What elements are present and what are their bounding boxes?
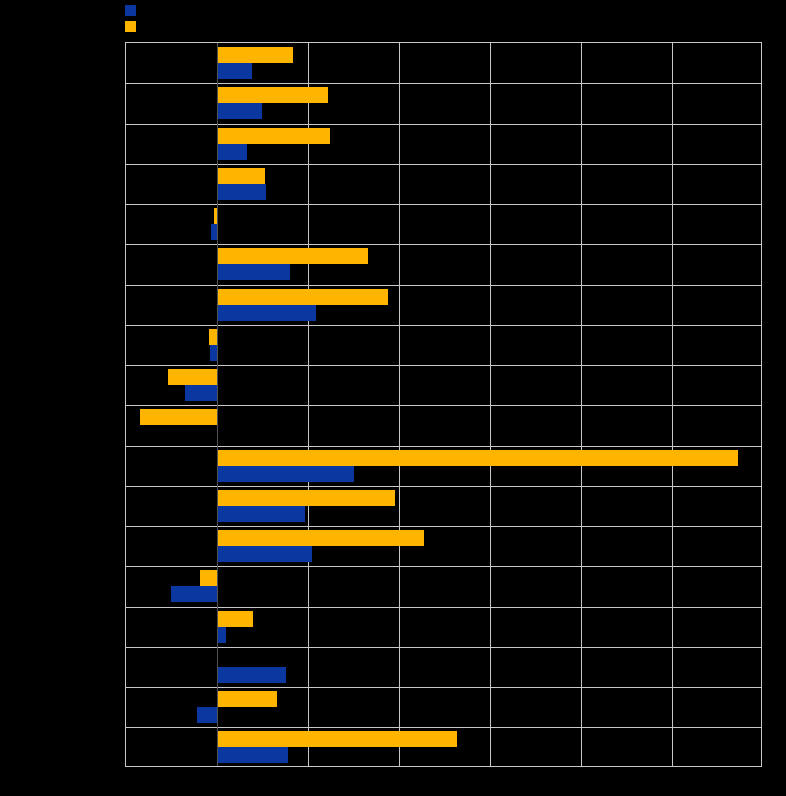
series-orange-bar bbox=[214, 208, 217, 224]
legend-swatch-blue bbox=[125, 5, 136, 16]
series-blue-bar bbox=[217, 546, 312, 562]
row-separator-line bbox=[126, 486, 761, 487]
vertical-gridline bbox=[490, 43, 491, 766]
row-separator-line bbox=[126, 526, 761, 527]
series-blue-bar bbox=[209, 345, 217, 361]
row-separator-line bbox=[126, 687, 761, 688]
row-separator-line bbox=[126, 244, 761, 245]
row-separator-line bbox=[126, 164, 761, 165]
series-orange-bar bbox=[208, 329, 217, 345]
series-blue-bar bbox=[217, 264, 290, 280]
series-blue-bar bbox=[217, 184, 267, 200]
series-orange-bar bbox=[217, 691, 278, 707]
series-orange-bar bbox=[217, 128, 330, 144]
plot-area bbox=[125, 42, 762, 767]
row-separator-line bbox=[126, 607, 761, 608]
series-orange-bar bbox=[139, 409, 217, 425]
series-orange-bar bbox=[199, 570, 217, 586]
row-separator-line bbox=[126, 325, 761, 326]
series-orange-bar bbox=[167, 369, 217, 385]
series-blue-bar bbox=[217, 305, 317, 321]
vertical-gridline bbox=[581, 43, 582, 766]
series-orange-bar bbox=[217, 731, 458, 747]
series-blue-bar bbox=[217, 63, 252, 79]
row-separator-line bbox=[126, 285, 761, 286]
series-orange-bar bbox=[217, 87, 329, 103]
series-blue-bar bbox=[217, 667, 287, 683]
series-orange-bar bbox=[217, 611, 254, 627]
row-separator-line bbox=[126, 124, 761, 125]
legend-swatch-orange bbox=[125, 21, 136, 32]
row-separator-line bbox=[126, 405, 761, 406]
row-separator-line bbox=[126, 647, 761, 648]
vertical-gridline bbox=[399, 43, 400, 766]
row-separator-line bbox=[126, 446, 761, 447]
series-orange-bar bbox=[217, 289, 389, 305]
chart-legend bbox=[125, 5, 245, 37]
series-blue-bar bbox=[217, 506, 306, 522]
series-blue-bar bbox=[185, 385, 217, 401]
series-blue-bar bbox=[217, 144, 248, 160]
series-orange-bar bbox=[217, 490, 396, 506]
series-blue-bar bbox=[217, 466, 355, 482]
row-separator-line bbox=[126, 83, 761, 84]
series-orange-bar bbox=[217, 47, 293, 63]
series-blue-bar bbox=[217, 103, 262, 119]
series-blue-bar bbox=[217, 747, 288, 763]
series-orange-bar bbox=[217, 450, 739, 466]
row-separator-line bbox=[126, 204, 761, 205]
series-orange-bar bbox=[217, 248, 369, 264]
zero-axis-line bbox=[217, 43, 218, 766]
series-blue-bar bbox=[210, 224, 217, 240]
series-blue-bar bbox=[170, 586, 217, 602]
row-separator-line bbox=[126, 365, 761, 366]
row-separator-line bbox=[126, 727, 761, 728]
row-separator-line bbox=[126, 566, 761, 567]
series-orange-bar bbox=[217, 168, 266, 184]
vertical-gridline bbox=[308, 43, 309, 766]
series-orange-bar bbox=[217, 530, 424, 546]
series-blue-bar bbox=[196, 707, 217, 723]
vertical-gridline bbox=[672, 43, 673, 766]
series-blue-bar bbox=[217, 627, 227, 643]
